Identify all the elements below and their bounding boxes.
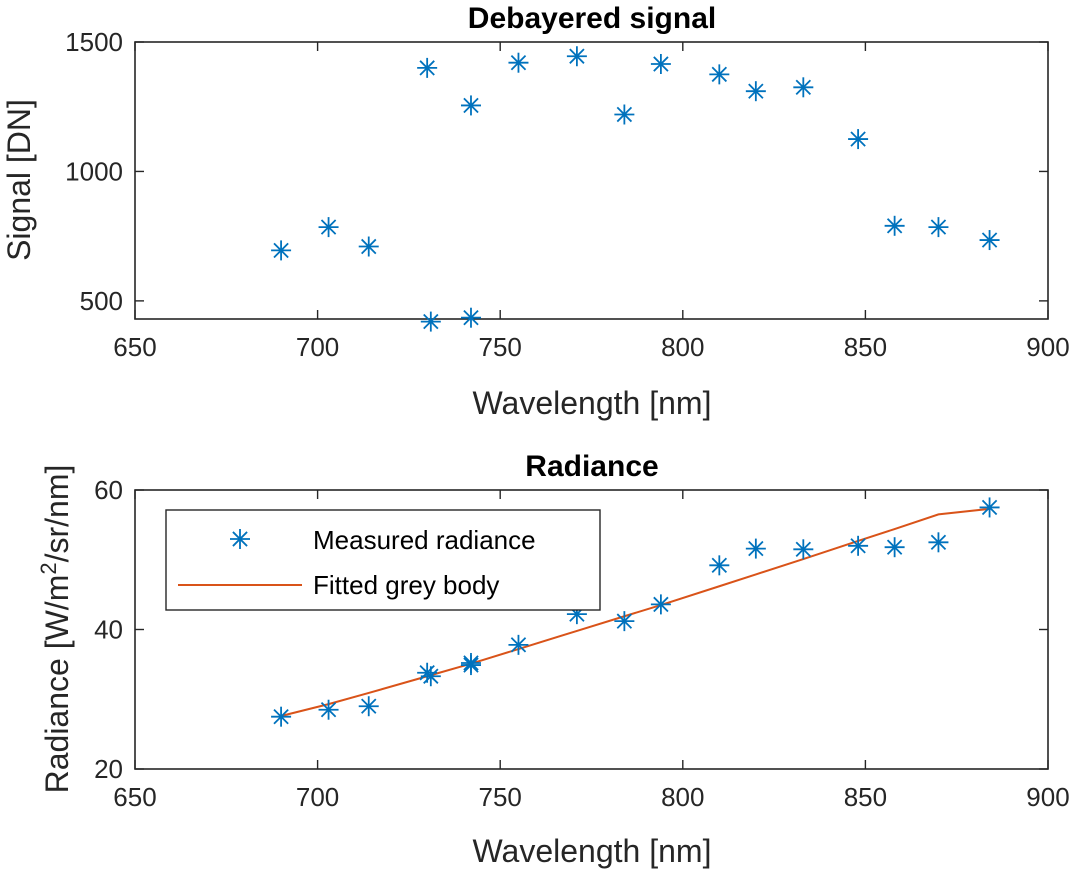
- legend-label-measured: Measured radiance: [313, 525, 536, 555]
- data-point: [928, 217, 949, 238]
- y-axis-label-suffix: /sr/nm]: [39, 465, 75, 563]
- data-point: [928, 532, 949, 553]
- data-point: [417, 57, 438, 78]
- y-tick-label: 20: [94, 754, 123, 784]
- legend-label-fitted: Fitted grey body: [313, 570, 499, 600]
- x-tick-label: 650: [113, 782, 156, 812]
- data-point: [614, 611, 635, 632]
- x-ticks: 650 700 750 800 850 900: [113, 42, 1070, 362]
- chart-radiance: Radiance 650 700 750 800 850 900 20 40 60 Wavel…: [36, 450, 1070, 869]
- y-tick-label: 40: [94, 615, 123, 645]
- y-tick-label: 1000: [65, 156, 123, 186]
- x-tick-label: 750: [479, 332, 522, 362]
- y-ticks: 500 1000 1500: [65, 27, 1048, 316]
- chart-title: Debayered signal: [468, 2, 716, 35]
- series-points: [271, 46, 1000, 332]
- data-point: [793, 539, 814, 560]
- y-axis-label-prefix: Radiance [W/m: [39, 575, 75, 794]
- data-point: [884, 537, 905, 558]
- data-point: [508, 52, 529, 73]
- data-point: [460, 95, 481, 116]
- plot-frame: [134, 41, 1049, 320]
- data-point: [979, 497, 1000, 518]
- y-tick-label: 1500: [65, 27, 123, 57]
- x-tick-label: 750: [479, 782, 522, 812]
- x-tick-label: 850: [844, 782, 887, 812]
- y-ticks: 20 40 60: [94, 475, 1048, 784]
- data-point: [460, 307, 481, 328]
- data-point: [420, 311, 441, 332]
- legend-marker-measured: [230, 529, 250, 549]
- x-tick-label: 900: [1026, 332, 1069, 362]
- data-point: [793, 77, 814, 98]
- x-tick-label: 800: [661, 782, 704, 812]
- data-point: [745, 538, 766, 559]
- data-point: [884, 215, 905, 236]
- data-point: [848, 535, 869, 556]
- data-point: [358, 236, 379, 257]
- legend-box: [165, 509, 601, 611]
- y-axis-label-superscript: 2: [36, 562, 61, 574]
- legend: Measured radiance Fitted grey body: [165, 509, 601, 611]
- data-point: [508, 634, 529, 655]
- x-axis-label: Wavelength [nm]: [473, 833, 712, 869]
- data-point: [709, 555, 730, 576]
- data-point: [358, 696, 379, 717]
- x-tick-label: 800: [661, 332, 704, 362]
- data-point: [709, 64, 730, 85]
- y-tick-label: 500: [80, 286, 123, 316]
- data-point: [979, 230, 1000, 251]
- data-point: [745, 81, 766, 102]
- x-tick-label: 850: [844, 332, 887, 362]
- data-point: [420, 666, 441, 687]
- data-point: [848, 129, 869, 150]
- data-point: [614, 104, 635, 125]
- data-point: [318, 699, 339, 720]
- fitted-grey-body-line: [280, 507, 990, 717]
- data-point: [566, 46, 587, 67]
- x-tick-label: 900: [1026, 782, 1069, 812]
- data-point: [650, 54, 671, 75]
- y-tick-label: 60: [94, 475, 123, 505]
- y-axis-label: Signal [DN]: [1, 99, 37, 261]
- legend-asterisk: [230, 529, 250, 549]
- data-point: [271, 706, 292, 727]
- data-point: [650, 594, 671, 615]
- x-tick-label: 700: [296, 332, 339, 362]
- x-tick-label: 650: [113, 332, 156, 362]
- data-point: [460, 655, 481, 676]
- chart-title: Radiance: [525, 450, 658, 483]
- x-ticks: 650 700 750 800 850 900: [113, 490, 1070, 812]
- data-point: [318, 217, 339, 238]
- series-points: [271, 497, 1000, 727]
- chart-debayered-signal: Debayered signal 650 700 750 800 850 900 500 1…: [1, 2, 1070, 421]
- x-axis-label: Wavelength [nm]: [473, 385, 712, 421]
- y-axis-label: Radiance [W/m2/sr/nm]: [36, 465, 75, 794]
- data-point: [271, 240, 292, 261]
- x-tick-label: 700: [296, 782, 339, 812]
